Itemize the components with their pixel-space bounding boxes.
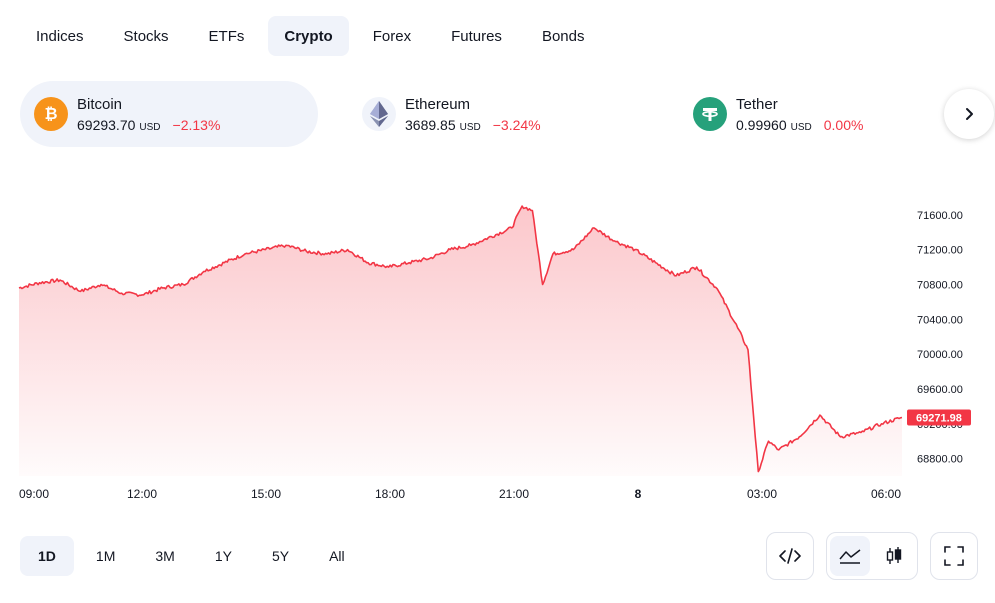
y-tick-label: 68800.00: [917, 454, 963, 466]
ticker-card-tether[interactable]: Tether 0.99960 USD 0.00%: [679, 81, 929, 147]
range-1d[interactable]: 1D: [20, 536, 74, 576]
last-price-label: 69271.98: [916, 412, 962, 424]
range-5y[interactable]: 5Y: [271, 548, 290, 564]
x-axis: 09:00 12:00 15:00 18:00 21:00 8 03:00 06:00: [19, 487, 901, 501]
ticker-carousel: ₿ Bitcoin 69293.70 USD −2.13% Ethereum: [20, 81, 994, 147]
embed-button[interactable]: [766, 532, 814, 580]
fullscreen-icon: [944, 546, 964, 566]
ticker-price: 3689.85: [405, 116, 456, 133]
x-tick-label: 09:00: [19, 487, 49, 501]
tab-crypto[interactable]: Crypto: [268, 16, 349, 56]
ticker-name: Ethereum: [405, 95, 471, 113]
price-area-fill: [19, 206, 902, 476]
x-tick-label: 03:00: [747, 487, 777, 501]
next-ticker-button[interactable]: [944, 89, 994, 139]
ticker-price: 0.99960: [736, 116, 787, 133]
y-axis: 71600.00 71200.00 70800.00 70400.00 70000.00…: [917, 210, 963, 466]
tab-bonds[interactable]: Bonds: [541, 27, 585, 45]
ticker-change: −2.13%: [172, 116, 221, 133]
last-price-marker: 69271.98: [907, 409, 971, 426]
range-3m[interactable]: 3M: [155, 548, 175, 564]
range-1y[interactable]: 1Y: [214, 548, 232, 564]
market-tabs: Indices Stocks ETFs Crypto Forex Futures…: [20, 16, 600, 56]
svg-text:₿: ₿: [44, 105, 57, 123]
y-tick-label: 70800.00: [917, 279, 963, 291]
price-chart[interactable]: 71600.00 71200.00 70800.00 70400.00 70000.00…: [0, 180, 995, 510]
x-tick-label: 15:00: [251, 487, 281, 501]
ticker-currency: USD: [459, 121, 481, 133]
code-icon: [779, 548, 801, 564]
y-tick-label: 71200.00: [917, 245, 963, 257]
x-tick-label: 8: [635, 487, 642, 501]
bitcoin-icon: ₿: [34, 97, 68, 131]
chart-style-toggle: [826, 532, 918, 580]
ticker-change: 0.00%: [823, 116, 864, 133]
candlestick-icon: [886, 547, 902, 564]
tab-stocks[interactable]: Stocks: [123, 27, 169, 45]
x-tick-label: 18:00: [375, 487, 405, 501]
price-line: [18, 205, 903, 473]
range-1m[interactable]: 1M: [95, 548, 116, 564]
ethereum-icon: [362, 97, 396, 131]
x-tick-label: 06:00: [871, 487, 901, 501]
chevron-right-icon: [966, 108, 973, 120]
y-tick-label: 70000.00: [917, 349, 963, 361]
ticker-change: −3.24%: [492, 116, 541, 133]
range-all[interactable]: All: [329, 548, 345, 564]
area-chart-icon: [839, 549, 861, 564]
ticker-currency: USD: [139, 121, 161, 133]
ticker-currency: USD: [790, 121, 812, 133]
x-tick-label: 12:00: [127, 487, 157, 501]
range-selector: 1D 1M 3M 1Y 5Y All: [20, 536, 363, 576]
tab-forex[interactable]: Forex: [372, 27, 412, 45]
ticker-card-ethereum[interactable]: Ethereum 3689.85 USD −3.24%: [348, 81, 628, 147]
x-tick-label: 21:00: [499, 487, 529, 501]
y-tick-label: 69600.00: [917, 384, 963, 396]
y-tick-label: 70400.00: [917, 314, 963, 326]
tab-futures[interactable]: Futures: [451, 27, 502, 45]
ticker-name: Bitcoin: [77, 95, 123, 113]
candle-style-button[interactable]: [874, 536, 914, 576]
ticker-card-bitcoin[interactable]: ₿ Bitcoin 69293.70 USD −2.13%: [20, 81, 318, 147]
ticker-price: 69293.70: [77, 116, 136, 133]
y-tick-label: 71600.00: [917, 210, 963, 222]
fullscreen-button[interactable]: [930, 532, 978, 580]
tab-etfs[interactable]: ETFs: [208, 27, 245, 45]
tether-icon: [693, 97, 727, 131]
ticker-name: Tether: [736, 95, 778, 113]
area-style-button[interactable]: [830, 536, 870, 576]
tab-indices[interactable]: Indices: [36, 27, 84, 45]
